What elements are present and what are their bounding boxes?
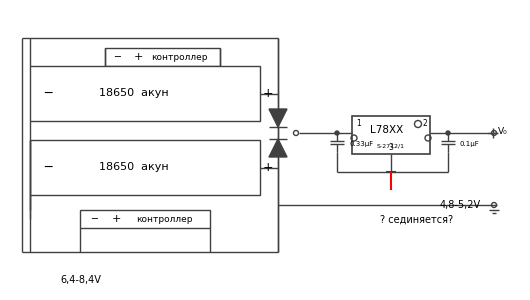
Text: 1: 1 [357, 118, 361, 127]
Bar [80, 210, 210, 228]
Text: 6,4-8,4V: 6,4-8,4V [60, 275, 101, 285]
Text: +: + [263, 161, 273, 174]
Polygon shape [269, 109, 287, 127]
Text: ─: ─ [114, 52, 120, 62]
Text: 2: 2 [422, 118, 427, 127]
Text: контроллер: контроллер [136, 214, 193, 224]
Text: 0.1μF: 0.1μF [460, 141, 480, 147]
Text: L78XX: L78XX [370, 125, 404, 135]
Circle shape [335, 131, 339, 135]
Text: ? сединяется?: ? сединяется? [380, 215, 453, 225]
Text: 18650  акун: 18650 акун [99, 163, 169, 172]
Text: контроллер: контроллер [152, 52, 208, 62]
Text: 4,8-5,2V: 4,8-5,2V [440, 200, 481, 210]
Text: V₀: V₀ [498, 128, 508, 136]
Text: +: + [111, 214, 121, 224]
Text: ─: ─ [91, 214, 97, 224]
Bar [30, 66, 260, 121]
Polygon shape [269, 139, 287, 157]
Text: 0.33μF: 0.33μF [349, 141, 373, 147]
Text: +: + [263, 87, 273, 100]
Text: ─: ─ [44, 87, 52, 100]
Text: ─: ─ [44, 161, 52, 174]
Text: 18650  акун: 18650 акун [99, 88, 169, 98]
Text: 3: 3 [388, 142, 393, 152]
Circle shape [446, 131, 450, 135]
Bar [105, 48, 220, 66]
Text: +: + [134, 52, 143, 62]
Text: S-2712/1: S-2712/1 [377, 143, 405, 148]
Bar [30, 140, 260, 195]
Bar [352, 116, 430, 154]
